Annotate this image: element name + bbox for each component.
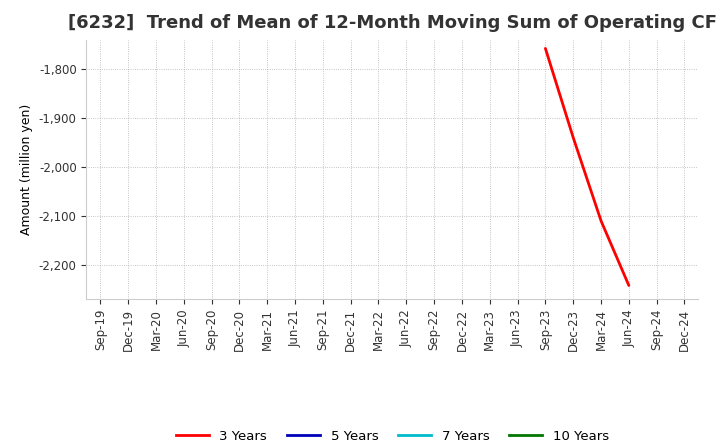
Y-axis label: Amount (million yen): Amount (million yen) (20, 104, 33, 235)
Legend: 3 Years, 5 Years, 7 Years, 10 Years: 3 Years, 5 Years, 7 Years, 10 Years (171, 425, 614, 440)
Title: [6232]  Trend of Mean of 12-Month Moving Sum of Operating CF: [6232] Trend of Mean of 12-Month Moving … (68, 15, 717, 33)
